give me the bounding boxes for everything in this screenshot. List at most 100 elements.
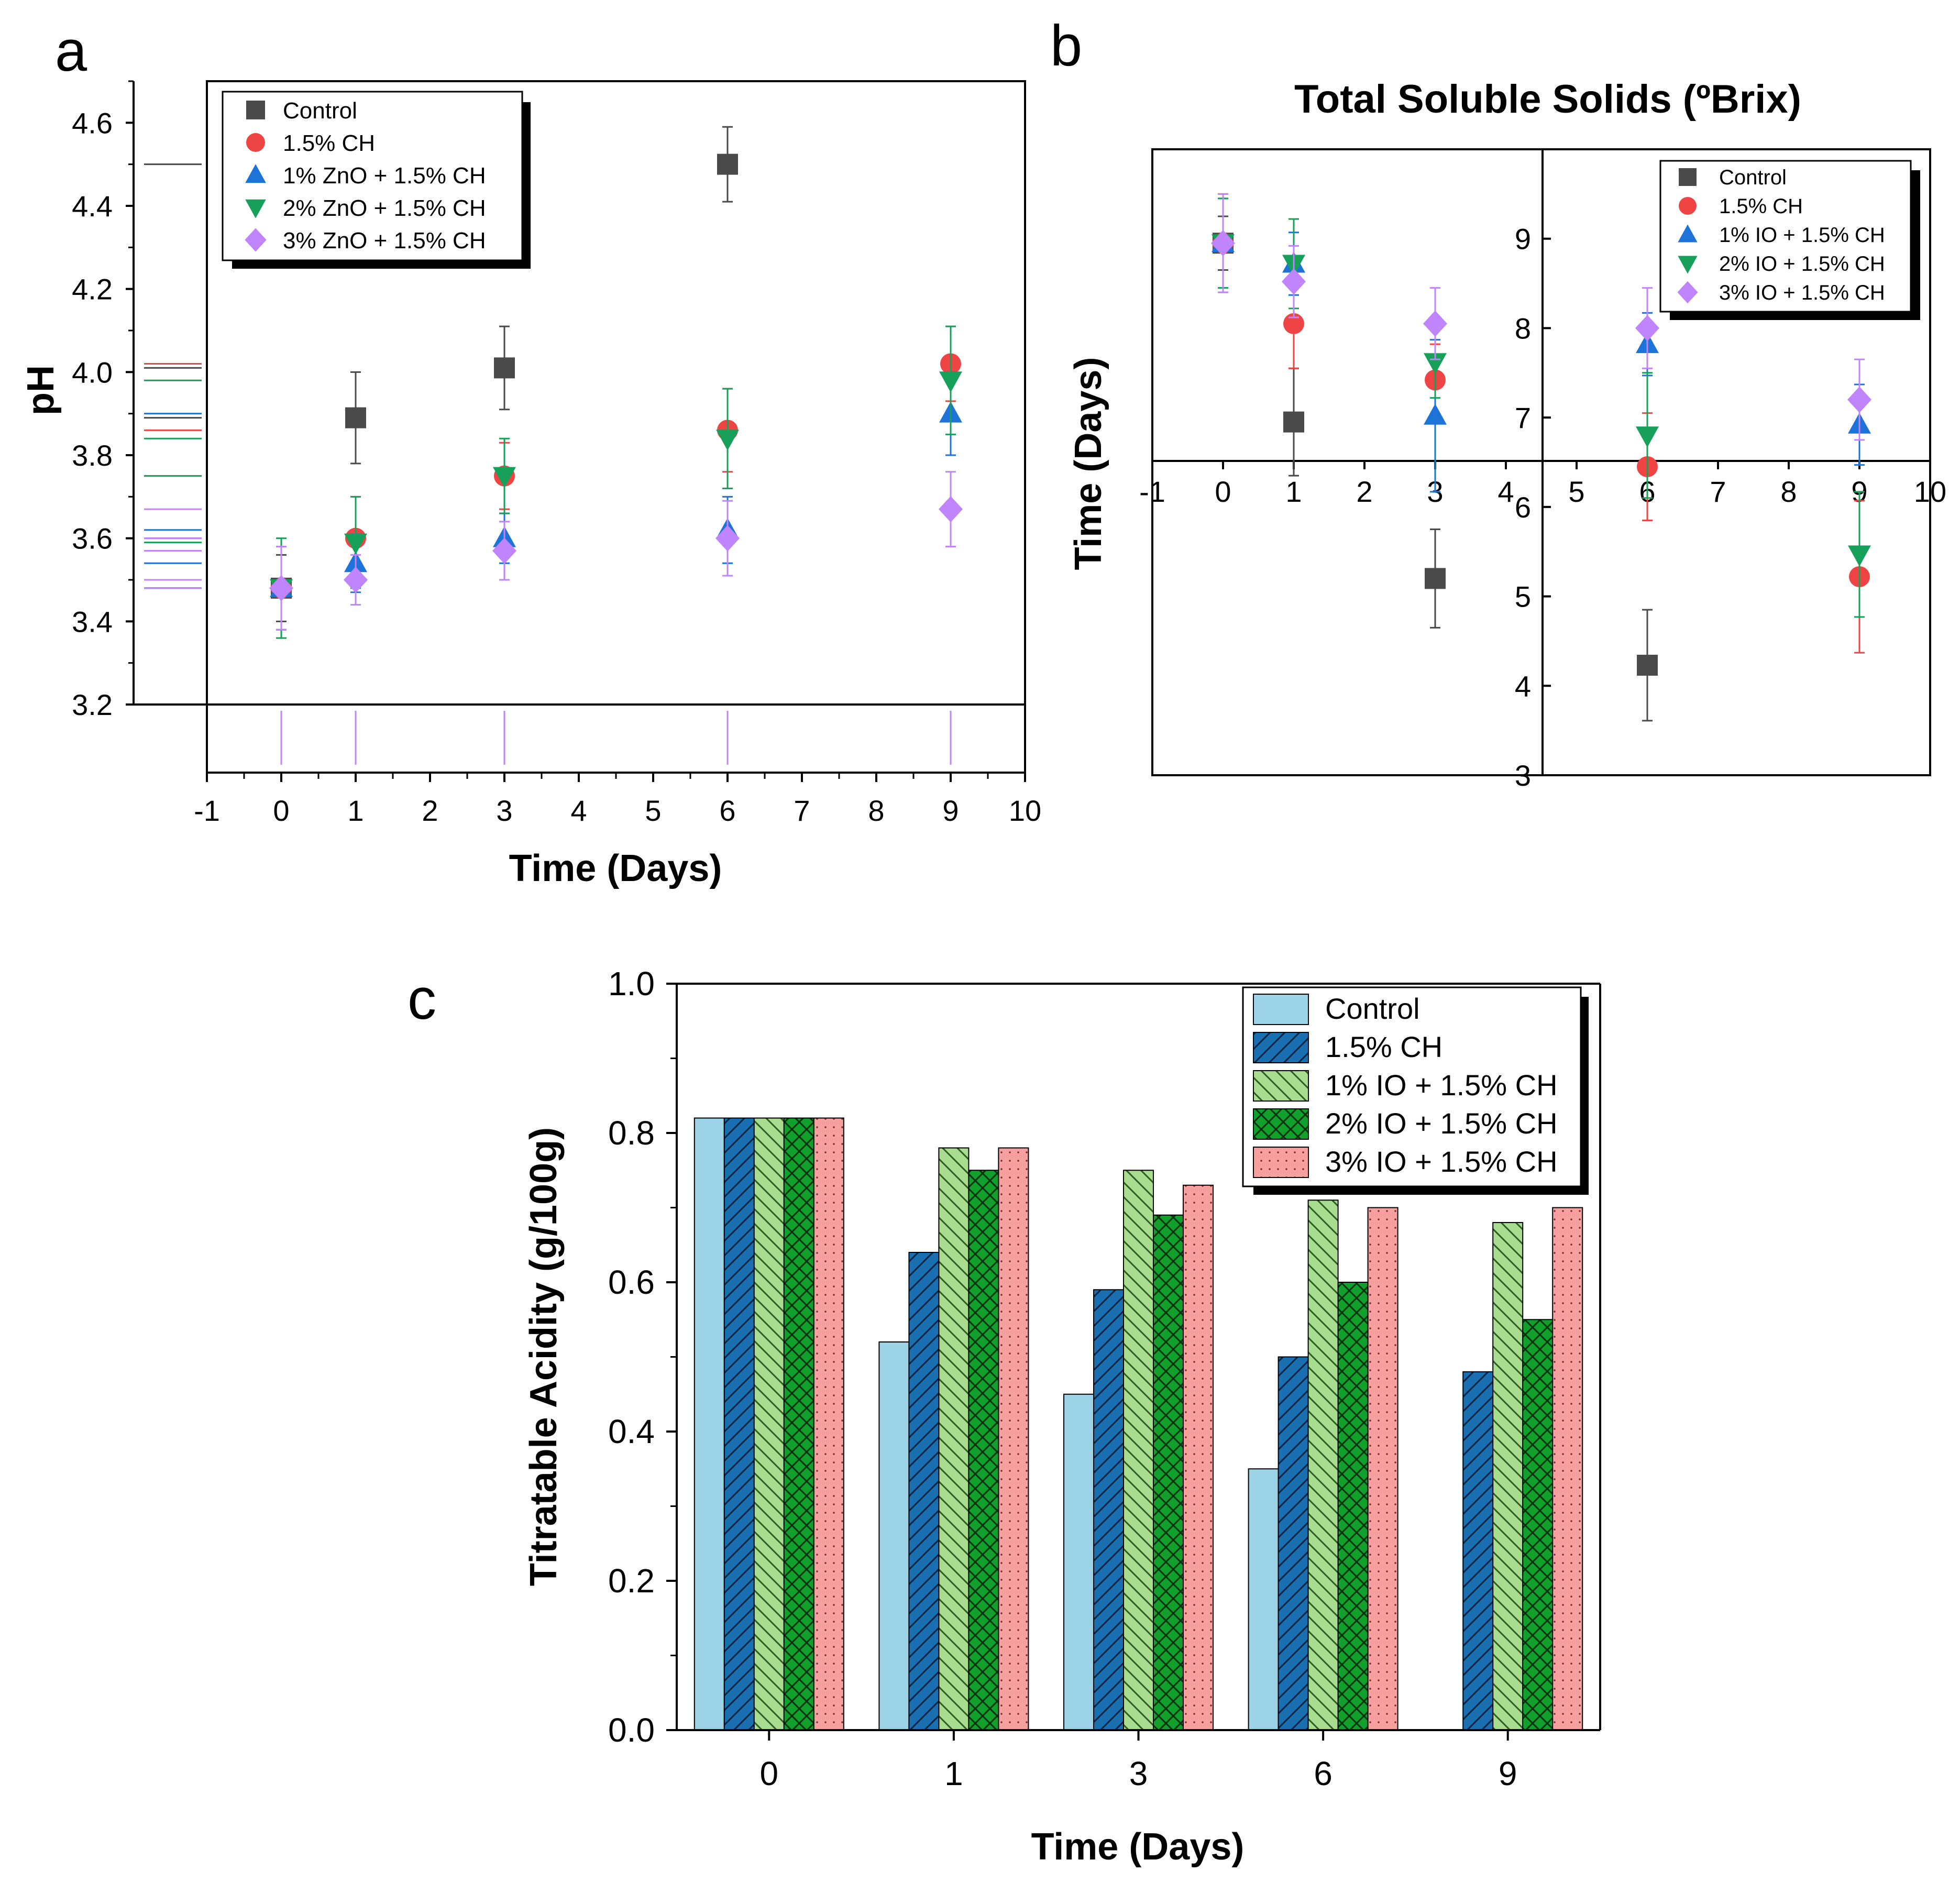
panel-a-x-tick-label: 8 — [868, 794, 884, 827]
panel-b-x-tick-label: 0 — [1215, 475, 1231, 508]
panel-b-legend-marker — [1679, 168, 1697, 186]
panel-b-tss-chart: Total Soluble Solids (ºBrix) 3 4 5 6 7 8 9 -1 0… — [1067, 77, 1946, 792]
panel-a-point — [715, 525, 740, 552]
panel-a-x-tick-label: 5 — [645, 794, 661, 827]
panel-c-bar — [968, 1170, 999, 1731]
panel-b-point — [1211, 230, 1235, 257]
panel-c-legend-label: 3% IO + 1.5% CH — [1325, 1145, 1558, 1178]
panel-b-y-ticks: 3 4 5 6 7 8 9 — [1515, 223, 1551, 792]
panel-c-legend-swatch — [1253, 1108, 1309, 1140]
panel-b-point — [1635, 315, 1659, 342]
panel-a-x-tick-label: 6 — [719, 794, 735, 827]
panel-b-point — [1847, 387, 1871, 413]
panel-c-bar — [908, 1252, 940, 1731]
panel-c-legend-swatch — [1253, 994, 1309, 1025]
panel-b-point — [1848, 545, 1871, 567]
panel-a-y-ticks: 3.2 3.4 3.6 3.8 4.0 4.2 4.4 4.6 — [72, 80, 134, 721]
panel-a-x-tick-label: 0 — [273, 794, 289, 827]
panel-b-legend-marker — [1678, 224, 1698, 243]
panel-c-legend-label: 2% IO + 1.5% CH — [1325, 1107, 1558, 1140]
panel-a-legend-marker — [246, 101, 265, 119]
panel-a-legend-items: Control 1.5% CH 1% ZnO + 1.5% CH 2% ZnO + 1… — [245, 98, 486, 254]
panel-b-x-tick-label: 1 — [1285, 475, 1302, 508]
panel-b-point — [1423, 310, 1447, 337]
panel-a-decorative-lines — [144, 163, 952, 765]
panel-a-legend: Control 1.5% CH 1% ZnO + 1.5% CH 2% ZnO + 1… — [222, 91, 531, 269]
panel-b-legend-marker — [1679, 197, 1697, 215]
panel-c-bar — [813, 1117, 844, 1731]
panel-c-bar — [783, 1117, 814, 1731]
panel-c-y-ticks: 0.0 0.2 0.4 0.6 0.8 1.0 — [608, 965, 677, 1749]
panel-c-bar — [1278, 1356, 1309, 1731]
panel-c-bar — [1367, 1207, 1399, 1731]
panel-a-legend-marker — [245, 164, 266, 183]
panel-c-x-tick-label: 6 — [1314, 1755, 1333, 1792]
panel-c-acidity-chart: 0.0 0.2 0.4 0.6 0.8 1.0 0 1 3 6 9 Time (Days) Tit… — [523, 965, 1601, 1868]
panel-c-legend-label: 1% IO + 1.5% CH — [1325, 1069, 1558, 1102]
panel-c-bar — [1248, 1468, 1279, 1731]
panel-a-point — [345, 407, 366, 428]
panel-b-data-points — [1211, 193, 1871, 722]
panel-b-x-tick-label: 8 — [1780, 475, 1797, 508]
panel-b-x-tick-label: 10 — [1914, 475, 1946, 508]
panel-a-ph-chart: 3.23.43.63.84.04.24.44.6 -1 0 1 2 3 4 5 6 7 8 9 10 … — [20, 80, 1041, 889]
panel-a-y-tick-label: 4.4 — [72, 190, 113, 223]
panel-a-x-tick-label: 10 — [1009, 794, 1041, 827]
panel-b-point — [1283, 313, 1304, 334]
panel-c-x-tick-label: 3 — [1129, 1755, 1148, 1792]
panel-b-x-tick-label: 5 — [1568, 475, 1584, 508]
panel-a-x-label: Time (Days) — [509, 848, 722, 889]
panel-c-y-tick-label: 0.8 — [608, 1114, 655, 1152]
panel-letter-c: c — [408, 967, 436, 1031]
panel-a-point — [939, 496, 963, 523]
panel-c-x-tick-label: 9 — [1499, 1755, 1517, 1792]
panel-a-point — [269, 575, 293, 601]
panel-letter-b: b — [1050, 14, 1082, 78]
panel-a-x-tick-label: -1 — [194, 794, 220, 827]
panel-a-y-tick-label: 4.6 — [72, 106, 113, 139]
panel-b-point — [1424, 353, 1447, 375]
panel-a-data-points — [269, 126, 963, 639]
panel-c-bar — [1063, 1393, 1094, 1731]
panel-a-point — [344, 567, 368, 593]
panel-a-legend-label: 3% ZnO + 1.5% CH — [283, 228, 486, 254]
panel-a-legend-marker — [245, 228, 267, 252]
panel-b-legend-marker — [1677, 281, 1698, 304]
panel-c-x-tick-label: 1 — [944, 1755, 963, 1792]
panel-b-x-tick-label: -1 — [1139, 475, 1165, 508]
panel-b-point — [1283, 411, 1304, 433]
panel-c-bar — [1337, 1282, 1369, 1731]
panel-b-y-tick-label: 6 — [1515, 491, 1531, 524]
panel-c-bar — [1492, 1222, 1524, 1731]
panel-a-x-tick-label: 7 — [794, 794, 810, 827]
panel-a-legend-label: 1% ZnO + 1.5% CH — [283, 163, 486, 189]
panel-b-legend: Control 1.5% CH 1% IO + 1.5% CH 2% IO + 1.5… — [1659, 160, 1920, 320]
panel-b-point — [1636, 426, 1659, 448]
panel-c-legend-swatch — [1253, 1032, 1309, 1063]
panel-c-bar — [998, 1147, 1029, 1731]
panel-a-y-tick-label: 3.4 — [72, 605, 113, 638]
panel-a-y-tick-label: 4.0 — [72, 356, 113, 389]
panel-a-legend-label: Control — [283, 98, 357, 124]
panel-b-x-tick-label: 4 — [1497, 475, 1514, 508]
panel-b-legend-label: 1% IO + 1.5% CH — [1719, 224, 1885, 247]
panel-b-point — [1282, 268, 1306, 295]
panel-c-bar — [723, 1117, 755, 1731]
panel-b-point — [1637, 655, 1658, 676]
panel-a-point — [939, 371, 962, 393]
panel-b-y-tick-label: 8 — [1515, 312, 1531, 345]
panel-b-legend-label: 1.5% CH — [1719, 195, 1803, 218]
panel-a-x-tick-label: 4 — [570, 794, 587, 827]
panel-c-y-tick-label: 0.2 — [608, 1562, 655, 1600]
panel-c-bar — [1093, 1289, 1124, 1731]
panel-a-point — [716, 430, 739, 451]
panel-b-y-label: Time (Days) — [1067, 357, 1109, 570]
panel-b-title: Total Soluble Solids (ºBrix) — [1294, 77, 1801, 122]
panel-b-legend-marker — [1678, 256, 1698, 274]
panel-c-x-ticks: 0 1 3 6 9 — [760, 1730, 1517, 1792]
panel-c-bar — [693, 1117, 725, 1731]
panel-b-x-tick-label: 2 — [1356, 475, 1372, 508]
panel-b-point — [1425, 568, 1446, 589]
